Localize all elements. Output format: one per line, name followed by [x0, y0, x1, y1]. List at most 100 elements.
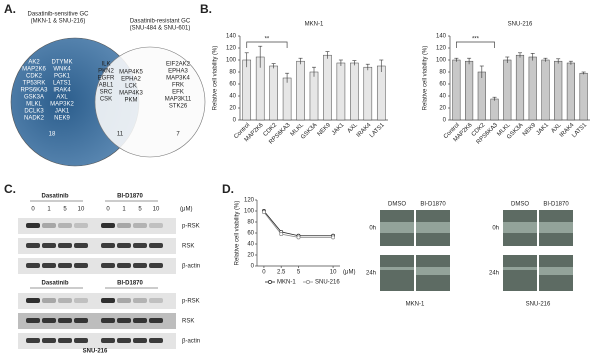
- gene: MAP4K5: [119, 70, 143, 76]
- band: [149, 338, 163, 343]
- bar: [566, 62, 575, 121]
- venn-count: 7: [176, 132, 180, 138]
- gene: MAP3K11: [165, 97, 192, 103]
- band: [42, 243, 56, 248]
- venn-title: (SNU-484 & SNU-601): [130, 26, 191, 32]
- condition: BI-D1870: [543, 202, 569, 208]
- blot-membrane: [18, 313, 176, 329]
- significance: ***: [472, 37, 480, 43]
- venn-title: Dasatinib-sensitive GC: [27, 12, 89, 18]
- panel-label: D.: [222, 182, 234, 196]
- y-tick-label: 40: [229, 94, 236, 100]
- blot-group: Dasatinib: [41, 281, 68, 287]
- x-tick-label: LATS1: [571, 122, 588, 139]
- gene: NEK9: [54, 116, 70, 122]
- gene: EPHA2: [121, 77, 141, 83]
- dose: 5: [63, 207, 67, 213]
- gene: ILK: [101, 62, 110, 68]
- wound-gap: [380, 222, 414, 233]
- wound-gap: [539, 267, 573, 275]
- legend-marker: [268, 280, 272, 284]
- cell-line: MKN-1: [406, 302, 425, 308]
- gene: EPHA3: [168, 69, 188, 75]
- time: 0h: [492, 226, 499, 232]
- wound-image: [503, 255, 537, 291]
- x-tick-label: 10: [330, 270, 337, 276]
- y-tick-label: 0: [251, 264, 255, 270]
- gene: AK2: [28, 60, 40, 66]
- y-tick-label: 120: [226, 46, 237, 52]
- dose: 5: [138, 207, 142, 213]
- gene: DTYMK: [52, 60, 73, 66]
- bar: [363, 66, 373, 121]
- y-tick-label: 20: [229, 106, 236, 112]
- wound-gap: [380, 267, 414, 270]
- band: [74, 263, 88, 268]
- gene: LCK: [125, 84, 137, 90]
- bar: [503, 59, 512, 121]
- blot-group: BI-D1870: [117, 194, 143, 200]
- gene: PKN2: [98, 69, 114, 75]
- blot-row-label: β-actin: [182, 339, 200, 345]
- venn-title: (MKN-1 & SNU-216): [31, 19, 86, 25]
- y-tick-label: 120: [244, 198, 255, 204]
- y-tick-label: 20: [439, 106, 446, 112]
- gene: JAK1: [55, 109, 70, 115]
- wound-gap: [503, 222, 537, 233]
- gene: WNK4: [53, 67, 71, 73]
- band: [117, 243, 131, 248]
- y-axis-label: Relative cell viability (%): [213, 46, 219, 111]
- band: [133, 223, 147, 228]
- x-tick-label: JAK1: [536, 122, 551, 137]
- gene: FRK: [172, 83, 184, 89]
- dose: 10: [153, 207, 160, 213]
- bar: [554, 60, 563, 121]
- point: [331, 235, 336, 240]
- band: [133, 338, 147, 343]
- band: [58, 338, 72, 343]
- y-tick-label: 40: [247, 242, 254, 248]
- x-tick-label: 5: [297, 270, 301, 276]
- y-tick-label: 100: [244, 209, 255, 215]
- gene: CSK: [100, 97, 112, 103]
- y-tick-label: 0: [443, 118, 447, 124]
- band: [26, 263, 40, 268]
- point: [261, 210, 266, 215]
- blot-group: Dasatinib: [41, 194, 68, 200]
- bar: [242, 59, 252, 121]
- band: [101, 318, 115, 323]
- gene: STK26: [169, 104, 188, 110]
- blot-membrane: [18, 333, 176, 349]
- gene: LATS1: [53, 81, 72, 87]
- chart-title: MKN-1: [305, 22, 324, 28]
- band: [42, 338, 56, 343]
- band: [74, 298, 88, 303]
- y-tick-label: 60: [247, 231, 254, 237]
- gene: EGFR: [98, 76, 115, 82]
- legend-marker: [306, 280, 310, 284]
- band: [117, 223, 131, 228]
- cell-line: SNU-216: [526, 302, 551, 308]
- blot-row-label: p-RSK: [182, 224, 200, 230]
- dose: 0: [106, 207, 110, 213]
- gene: AXL: [56, 95, 68, 101]
- blot-membrane: [18, 238, 176, 254]
- bar: [296, 60, 305, 121]
- blot-row-label: RSK: [182, 244, 194, 250]
- bar: [282, 77, 292, 121]
- panel-label: B.: [200, 2, 212, 16]
- band: [58, 318, 72, 323]
- band: [42, 298, 56, 303]
- band: [58, 263, 72, 268]
- band: [133, 298, 147, 303]
- condition: DMSO: [511, 202, 529, 208]
- legend-label: SNU-216: [315, 280, 340, 286]
- y-tick-label: 0: [233, 118, 237, 124]
- dose: 10: [78, 207, 85, 213]
- blot-row-label: β-actin: [182, 264, 200, 270]
- band: [133, 243, 147, 248]
- blot-membrane: [18, 258, 176, 274]
- panel-label: A.: [4, 2, 16, 16]
- band: [149, 243, 163, 248]
